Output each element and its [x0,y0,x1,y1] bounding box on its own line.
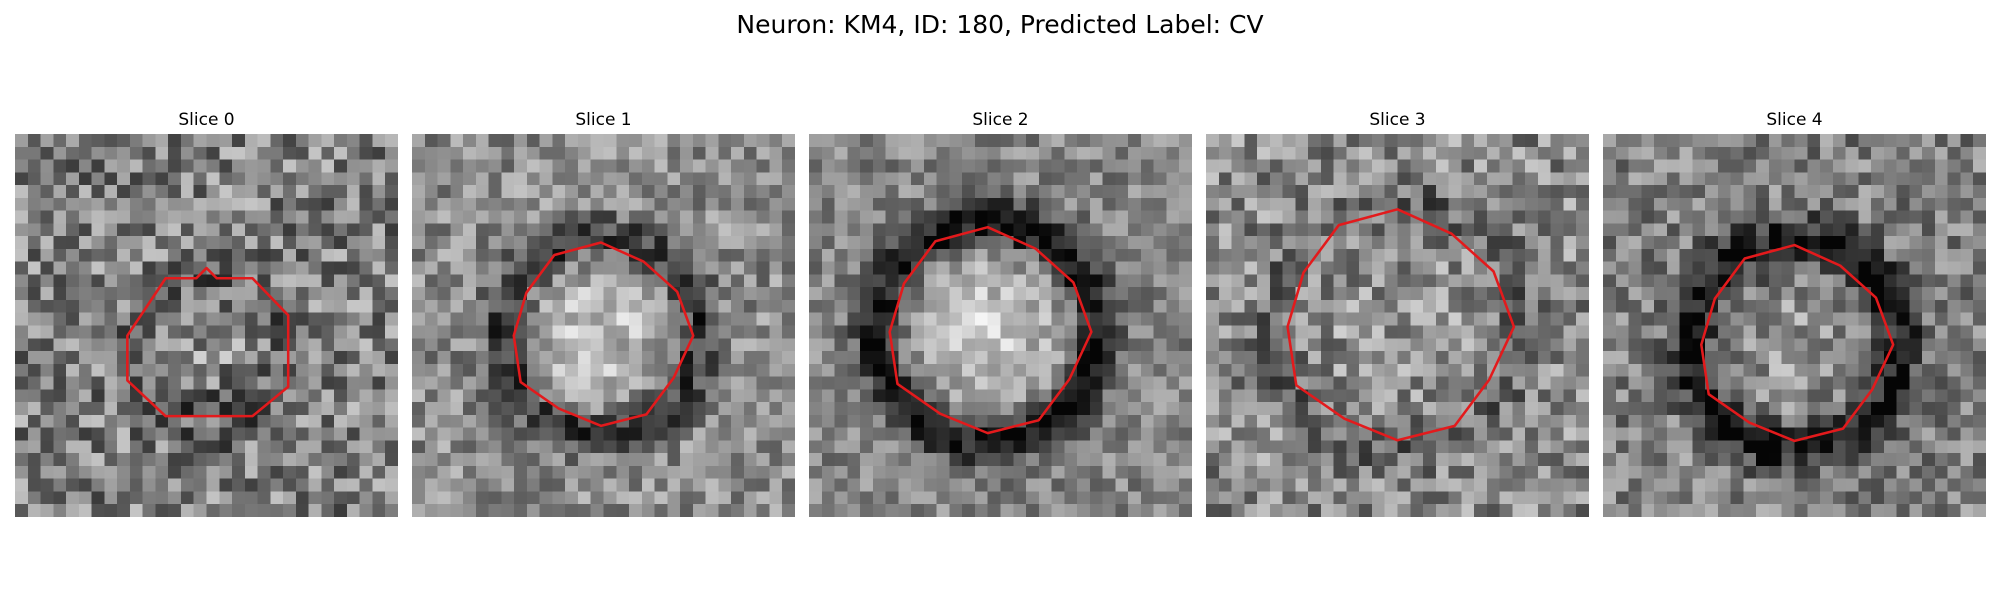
segmentation-contour-1 [512,241,695,428]
slice-panel-3: Slice 3 [1206,108,1589,518]
slice-title-3: Slice 3 [1369,110,1426,130]
slice-title-2: Slice 2 [972,110,1029,130]
microscopy-slice-3 [1206,134,1589,517]
microscopy-slice-1 [412,134,795,517]
slice-title-4: Slice 4 [1766,110,1823,130]
segmentation-contour-3 [1286,208,1516,442]
segmentation-contour-4 [1700,243,1895,443]
slice-panel-4: Slice 4 [1603,108,1986,518]
slice-title-1: Slice 1 [575,110,632,130]
segmentation-contour-0 [126,266,290,418]
segmentation-contour-2 [888,225,1093,435]
microscopy-slice-0 [15,134,398,517]
microscopy-slice-2 [809,134,1192,517]
slice-panel-0: Slice 0 [15,108,398,518]
slice-title-0: Slice 0 [178,110,235,130]
microscopy-slice-4 [1603,134,1986,517]
slice-panel-2: Slice 2 [809,108,1192,518]
figure-title: Neuron: KM4, ID: 180, Predicted Label: C… [736,10,1264,39]
slice-panel-1: Slice 1 [412,108,795,518]
